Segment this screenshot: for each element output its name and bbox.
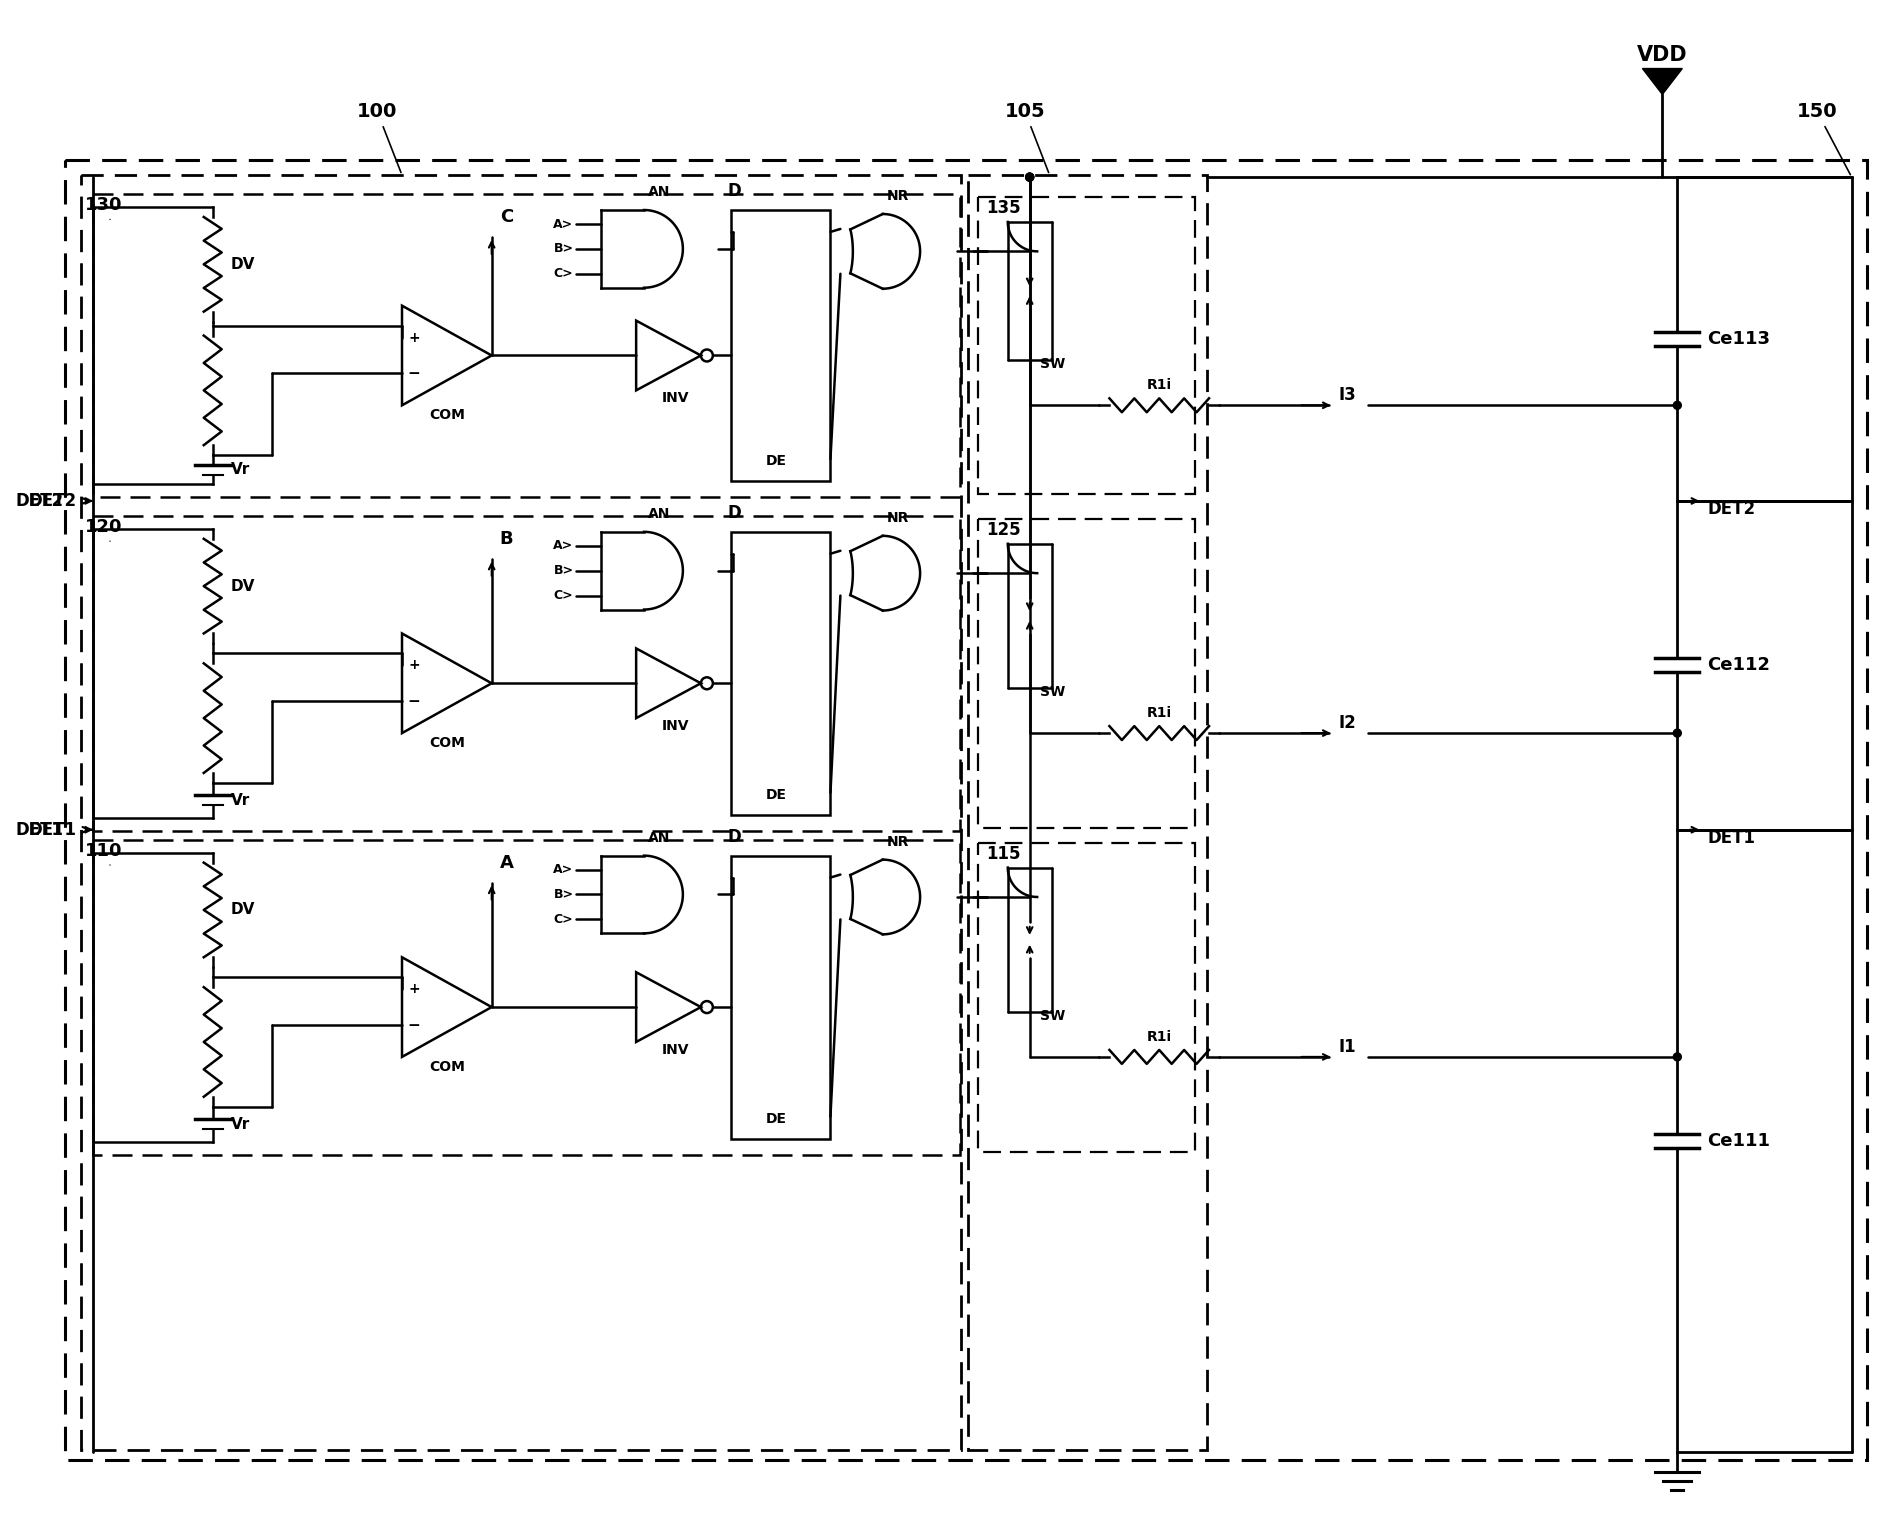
Bar [730, 211, 831, 482]
Text: R1i: R1i [1146, 379, 1172, 392]
Text: A: A [499, 853, 514, 871]
Text: I2: I2 [1339, 714, 1356, 732]
Text: DV: DV [231, 258, 254, 271]
Bar [82, 176, 962, 1450]
Text: B: B [499, 530, 514, 548]
Text: INV: INV [662, 391, 689, 406]
Text: 150: 150 [1796, 103, 1850, 174]
Text: R1i: R1i [1146, 706, 1172, 720]
Text: +: + [408, 659, 419, 673]
Text: 120: 120 [85, 518, 123, 541]
Text: A>: A> [554, 218, 573, 230]
Text: B>: B> [554, 888, 573, 901]
Circle shape [1026, 173, 1034, 182]
Text: NR: NR [886, 835, 909, 848]
Polygon shape [1643, 68, 1683, 94]
Text: C>: C> [554, 589, 573, 601]
Text: Ce111: Ce111 [1707, 1132, 1770, 1150]
Bar [93, 517, 960, 830]
Text: Vr: Vr [231, 462, 250, 477]
Text: C>: C> [554, 914, 573, 926]
Text: B>: B> [554, 242, 573, 256]
Text: DET2: DET2 [15, 492, 64, 511]
Text: DET1: DET1 [28, 821, 76, 839]
Text: AN: AN [649, 185, 670, 198]
Text: VDD: VDD [1637, 44, 1688, 65]
Text: SW: SW [1040, 358, 1064, 371]
Text: C: C [499, 208, 512, 226]
Text: C>: C> [554, 267, 573, 280]
Text: −: − [408, 694, 421, 709]
Text: COM: COM [429, 1060, 465, 1074]
Text: INV: INV [662, 1042, 689, 1057]
Bar [93, 839, 960, 1154]
Text: DET1: DET1 [1707, 829, 1755, 847]
Text: SW: SW [1040, 1009, 1064, 1023]
Circle shape [1026, 173, 1034, 182]
Text: A>: A> [554, 864, 573, 876]
Text: +: + [408, 330, 419, 344]
Text: B>: B> [554, 564, 573, 577]
Bar [977, 518, 1195, 827]
Text: −: − [408, 1018, 421, 1033]
Text: I1: I1 [1339, 1038, 1356, 1056]
Text: D: D [728, 504, 742, 521]
Text: A>: A> [554, 539, 573, 553]
Text: 105: 105 [1005, 103, 1049, 173]
Bar [64, 161, 1867, 1460]
Text: DET1: DET1 [15, 821, 63, 839]
Text: AN: AN [649, 830, 670, 845]
Text: DE: DE [766, 788, 787, 801]
Text: 125: 125 [986, 521, 1021, 539]
Text: −: − [408, 367, 421, 380]
Bar [730, 856, 831, 1139]
Text: Vr: Vr [231, 792, 250, 807]
Text: DET2: DET2 [28, 492, 76, 511]
Text: Ce112: Ce112 [1707, 656, 1770, 674]
Text: NR: NR [886, 511, 909, 524]
Circle shape [1026, 173, 1034, 182]
Text: 135: 135 [986, 198, 1021, 217]
Text: 110: 110 [85, 842, 123, 865]
Bar [93, 194, 960, 497]
Text: D: D [728, 182, 742, 200]
Text: D: D [728, 827, 742, 845]
Text: COM: COM [429, 408, 465, 423]
Text: COM: COM [429, 736, 465, 750]
Text: +: + [408, 982, 419, 997]
Text: R1i: R1i [1146, 1030, 1172, 1044]
Text: 130: 130 [85, 195, 123, 220]
Bar [730, 532, 831, 815]
Text: 100: 100 [357, 103, 400, 173]
Bar [977, 197, 1195, 494]
Text: AN: AN [649, 508, 670, 521]
Circle shape [1673, 729, 1681, 738]
Circle shape [1673, 401, 1681, 409]
Bar [977, 842, 1195, 1151]
Text: 115: 115 [986, 845, 1021, 862]
Text: DE: DE [766, 1112, 787, 1126]
Text: DET2: DET2 [1707, 500, 1755, 518]
Text: SW: SW [1040, 685, 1064, 700]
Text: Ce113: Ce113 [1707, 330, 1770, 348]
Text: DV: DV [231, 579, 254, 594]
Text: DE: DE [766, 454, 787, 468]
Text: Vr: Vr [231, 1117, 250, 1132]
Circle shape [1673, 1053, 1681, 1060]
Text: NR: NR [886, 189, 909, 203]
Text: INV: INV [662, 720, 689, 733]
Text: DV: DV [231, 903, 254, 918]
Text: I3: I3 [1339, 386, 1356, 405]
Bar [967, 176, 1206, 1450]
